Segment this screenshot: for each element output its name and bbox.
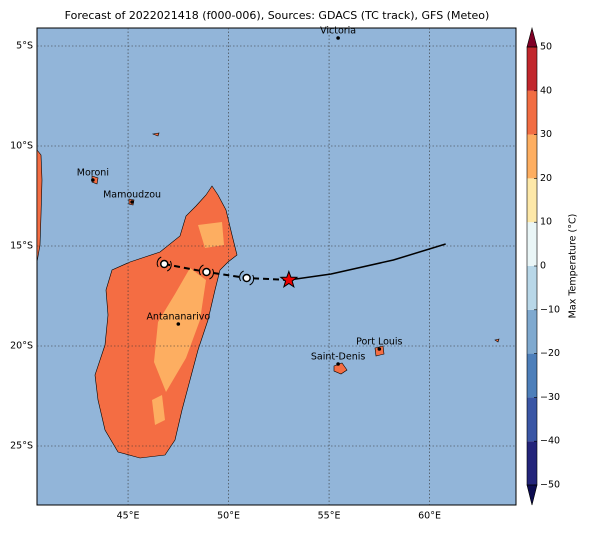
- city-label: Moroni: [77, 168, 109, 179]
- city-label: Victoria: [320, 26, 356, 37]
- city-label: Saint-Denis: [311, 352, 365, 363]
- land: [36, 132, 500, 459]
- title: Forecast of 2022021418 (f000-006), Sourc…: [65, 9, 490, 22]
- colorbar-over: [526, 26, 538, 48]
- colorbar-tick-label: −50: [540, 480, 560, 491]
- current-position: [279, 270, 299, 289]
- colorbar-band: [527, 397, 537, 442]
- cities: Victoria Moroni Mamoudzou Antananarivo Port …: [77, 26, 403, 366]
- city-marker: [176, 322, 181, 326]
- city-marker: [336, 36, 340, 40]
- colorbar-band: [527, 134, 537, 179]
- past-track-line: [288, 243, 446, 281]
- colorbar-under: [526, 484, 538, 506]
- colorbar-tick-label: 0: [540, 261, 546, 272]
- colorbar-band: [527, 178, 537, 223]
- colorbar-band: [527, 353, 537, 398]
- colorbar-tick-label: 50: [540, 42, 552, 53]
- y-tick-label: 25°S: [10, 441, 33, 452]
- city-label: Antananarivo: [146, 312, 210, 323]
- x-tick-label: 50°E: [217, 511, 240, 522]
- city-marker: [130, 200, 134, 204]
- city-label: Mamoudzou: [103, 190, 161, 201]
- colorbar-band: [527, 441, 537, 485]
- y-tick-label: 10°S: [10, 141, 33, 152]
- x-tick-label: 55°E: [318, 511, 341, 522]
- colorbar-band: [527, 309, 537, 354]
- cyclone-symbol: [156, 256, 172, 272]
- grid: [37, 28, 516, 505]
- colorbar-band: [527, 266, 537, 310]
- x-tick-label: 45°E: [117, 511, 140, 522]
- forecast-point: [202, 267, 211, 277]
- colorbar-tick-label: 30: [540, 129, 552, 140]
- city-label: Port Louis: [356, 337, 402, 348]
- colorbar: −50 −40 −30 −20 −10 0 10 20 30 40 50: [526, 26, 560, 506]
- colorbar-band: [527, 222, 537, 266]
- forecast-track-line: [164, 263, 289, 281]
- colorbar-tick-label: −40: [540, 436, 560, 447]
- forecast-point: [242, 273, 251, 283]
- colorbar-band: [527, 47, 537, 91]
- colorbar-tick-label: −30: [540, 392, 560, 403]
- city-marker: [91, 178, 95, 182]
- city-marker: [336, 362, 340, 366]
- cyclone-symbol: [198, 264, 214, 280]
- city-marker: [377, 347, 382, 351]
- colorbar-tick-label: −20: [540, 348, 560, 359]
- colorbar-label: Max Temperature (°C): [568, 214, 579, 319]
- y-tick-label: 5°S: [16, 41, 33, 52]
- colorbar-tick-label: 20: [540, 173, 552, 184]
- track: [156, 243, 446, 289]
- colorbar-band: [527, 90, 537, 135]
- colorbar-tick-label: 40: [540, 85, 552, 96]
- cyclone-symbol: [239, 270, 255, 286]
- colorbar-tick-label: −10: [540, 304, 560, 315]
- y-tick-label: 20°S: [10, 341, 33, 352]
- forecast-point: [159, 259, 169, 269]
- x-tick-label: 60°E: [418, 511, 441, 522]
- y-tick-label: 15°S: [10, 241, 33, 252]
- colorbar-tick-label: 10: [540, 217, 552, 228]
